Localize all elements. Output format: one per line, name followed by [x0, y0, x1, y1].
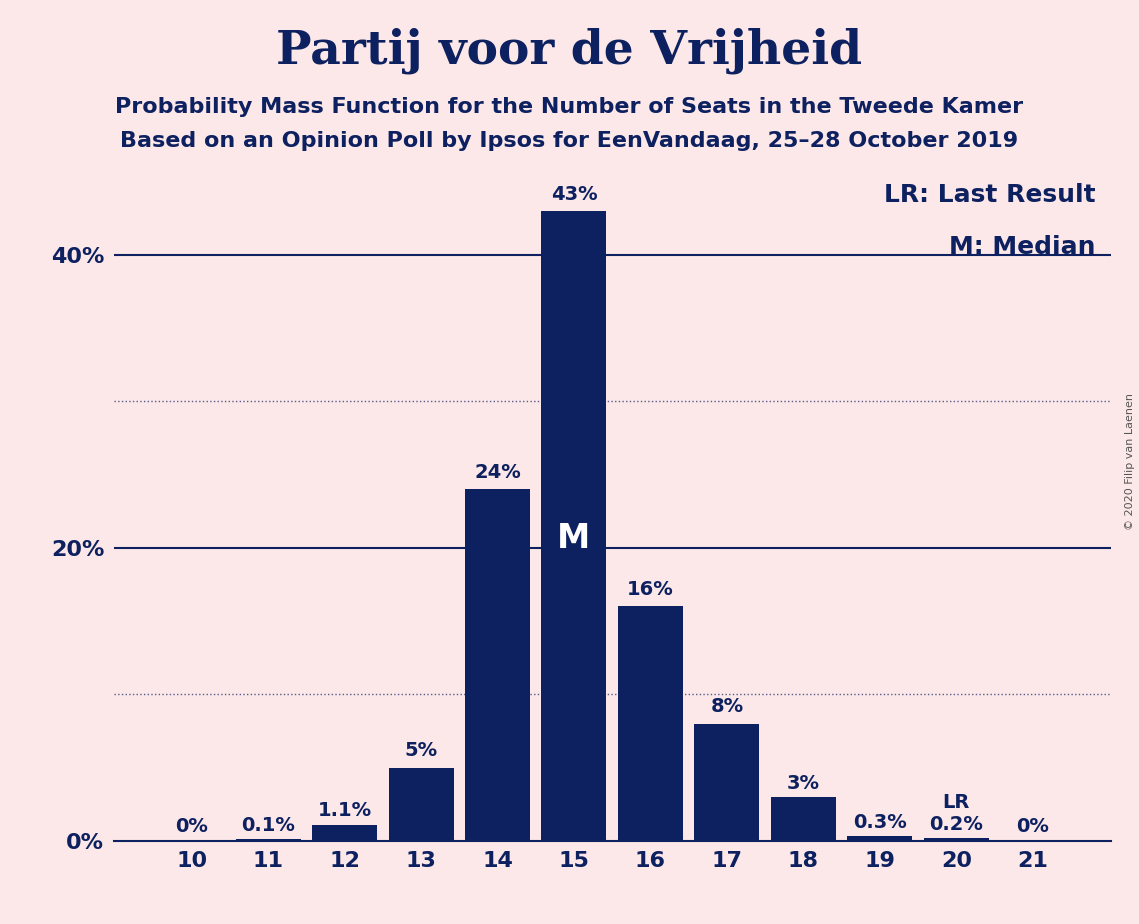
- Text: 24%: 24%: [474, 463, 521, 482]
- Text: 0.2%: 0.2%: [929, 815, 983, 833]
- Bar: [618, 606, 683, 841]
- Bar: [312, 825, 377, 841]
- Bar: [771, 796, 836, 841]
- Text: 0%: 0%: [1016, 818, 1049, 836]
- Text: 5%: 5%: [404, 741, 437, 760]
- Bar: [465, 490, 530, 841]
- Bar: [847, 836, 912, 841]
- Text: LR: LR: [943, 793, 970, 811]
- Text: LR: Last Result: LR: Last Result: [884, 184, 1096, 207]
- Text: 8%: 8%: [711, 698, 744, 716]
- Text: 16%: 16%: [628, 580, 674, 599]
- Bar: [388, 768, 453, 841]
- Text: M: Median: M: Median: [949, 235, 1096, 259]
- Text: 43%: 43%: [550, 185, 597, 203]
- Text: M: M: [557, 522, 591, 555]
- Text: © 2020 Filip van Laenen: © 2020 Filip van Laenen: [1125, 394, 1134, 530]
- Bar: [924, 838, 989, 841]
- Text: Based on an Opinion Poll by Ipsos for EenVandaag, 25–28 October 2019: Based on an Opinion Poll by Ipsos for Ee…: [121, 131, 1018, 152]
- Bar: [236, 839, 301, 841]
- Text: 0%: 0%: [175, 818, 208, 836]
- Text: Probability Mass Function for the Number of Seats in the Tweede Kamer: Probability Mass Function for the Number…: [115, 97, 1024, 117]
- Bar: [695, 723, 760, 841]
- Bar: [541, 211, 606, 841]
- Text: 3%: 3%: [787, 773, 820, 793]
- Text: 0.1%: 0.1%: [241, 816, 295, 835]
- Text: Partij voor de Vrijheid: Partij voor de Vrijheid: [277, 28, 862, 74]
- Text: 0.3%: 0.3%: [853, 813, 907, 832]
- Text: 1.1%: 1.1%: [318, 801, 371, 821]
